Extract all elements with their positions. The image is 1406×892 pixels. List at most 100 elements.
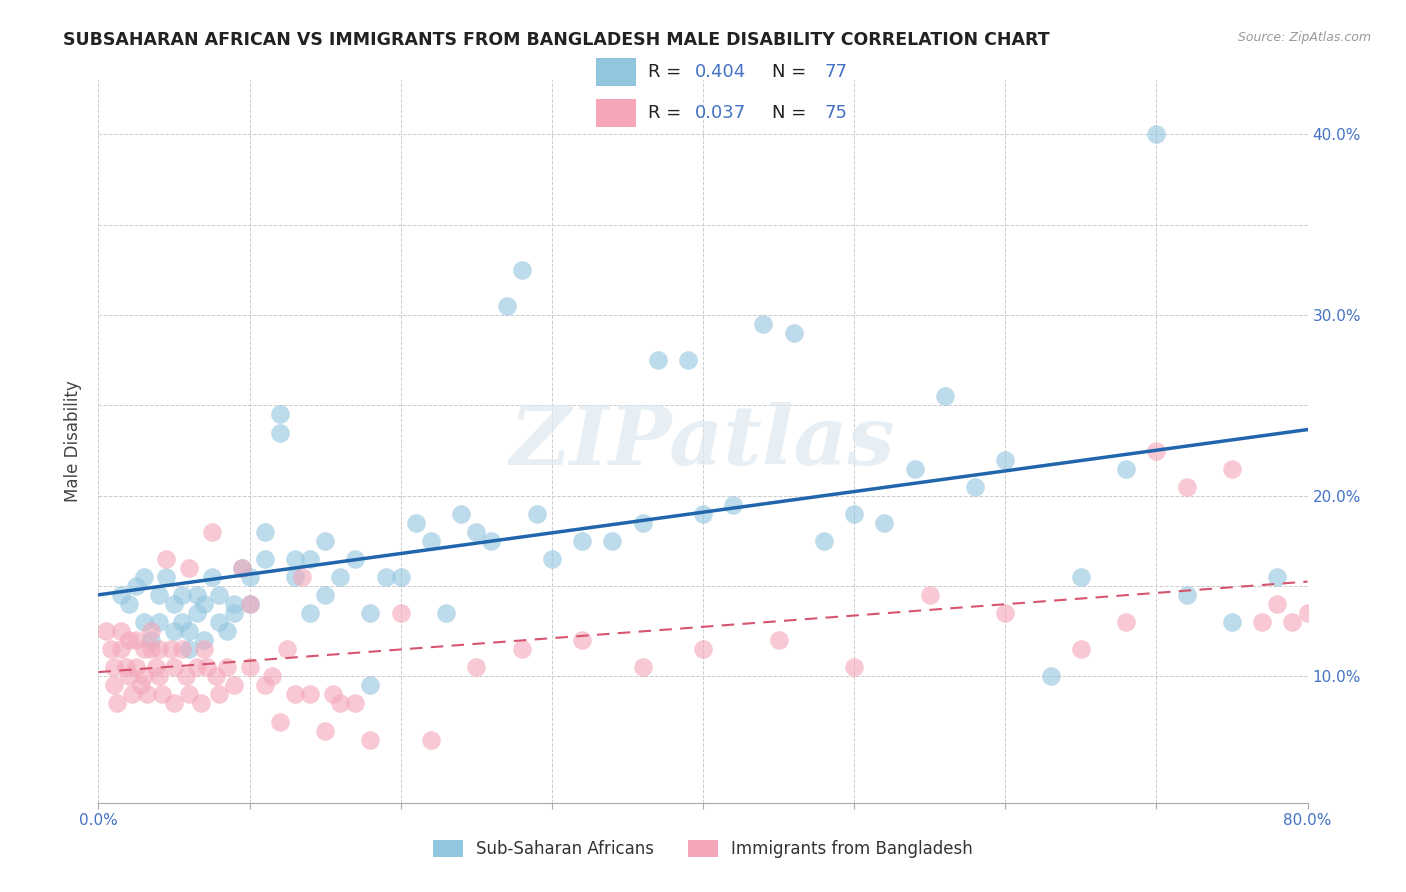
Point: [965, 480, 987, 494]
Point: [450, 507, 472, 521]
Point: [360, 678, 382, 692]
Point: [215, 660, 238, 674]
Point: [465, 524, 488, 539]
Point: [723, 498, 745, 512]
Point: [148, 669, 170, 683]
Point: [1144, 128, 1167, 142]
Point: [1220, 461, 1243, 475]
Point: [179, 561, 201, 575]
Point: [291, 570, 314, 584]
Point: [1070, 642, 1092, 657]
Point: [150, 687, 173, 701]
Point: [934, 389, 956, 403]
Point: [314, 588, 336, 602]
Point: [1115, 615, 1137, 630]
Point: [269, 714, 291, 729]
Point: [103, 660, 125, 674]
Point: [269, 408, 291, 422]
Point: [284, 570, 307, 584]
Point: [374, 570, 396, 584]
Point: [571, 533, 593, 548]
Text: 77: 77: [825, 62, 848, 81]
Point: [118, 669, 141, 683]
Point: [94, 624, 117, 639]
Point: [526, 507, 548, 521]
Point: [125, 579, 148, 593]
Point: [141, 633, 163, 648]
Point: [155, 570, 177, 584]
Point: [420, 533, 443, 548]
Point: [344, 552, 367, 566]
Point: [813, 533, 835, 548]
Point: [148, 588, 170, 602]
Point: [994, 452, 1017, 467]
Point: [208, 615, 231, 630]
Legend: Sub-Saharan Africans, Immigrants from Bangladesh: Sub-Saharan Africans, Immigrants from Ba…: [425, 832, 981, 867]
Point: [360, 606, 382, 620]
FancyBboxPatch shape: [596, 99, 636, 127]
Point: [276, 642, 298, 657]
Point: [299, 687, 322, 701]
Point: [132, 642, 155, 657]
Point: [481, 533, 503, 548]
Point: [540, 552, 562, 566]
Point: [360, 732, 382, 747]
Text: ZIPatlas: ZIPatlas: [510, 401, 896, 482]
Point: [239, 597, 262, 611]
Point: [420, 732, 443, 747]
Point: [125, 660, 148, 674]
Point: [299, 552, 322, 566]
Point: [284, 552, 307, 566]
Point: [1175, 480, 1198, 494]
Point: [121, 687, 143, 701]
Point: [692, 642, 714, 657]
Point: [299, 606, 322, 620]
Point: [132, 615, 155, 630]
Point: [253, 524, 276, 539]
Point: [201, 524, 224, 539]
Point: [253, 552, 276, 566]
Point: [163, 597, 186, 611]
Point: [208, 588, 231, 602]
Point: [389, 606, 412, 620]
Point: [132, 669, 155, 683]
Point: [148, 642, 170, 657]
Point: [132, 570, 155, 584]
Point: [752, 317, 775, 331]
Y-axis label: Male Disability: Male Disability: [65, 381, 83, 502]
Point: [994, 606, 1017, 620]
Point: [163, 660, 186, 674]
Point: [118, 633, 141, 648]
Point: [215, 624, 238, 639]
Point: [269, 425, 291, 440]
Point: [208, 687, 231, 701]
Point: [141, 642, 163, 657]
Point: [179, 624, 201, 639]
Text: 0.404: 0.404: [695, 62, 747, 81]
Text: R =: R =: [648, 62, 688, 81]
Point: [179, 687, 201, 701]
Point: [510, 642, 533, 657]
Point: [193, 597, 215, 611]
Point: [145, 660, 167, 674]
Point: [190, 697, 212, 711]
Point: [631, 516, 654, 530]
Point: [1175, 588, 1198, 602]
Point: [1267, 597, 1289, 611]
Point: [904, 461, 927, 475]
Point: [170, 615, 193, 630]
Point: [193, 642, 215, 657]
Point: [314, 533, 336, 548]
Point: [495, 299, 517, 313]
Point: [174, 669, 197, 683]
Point: [100, 642, 122, 657]
Point: [1267, 570, 1289, 584]
Point: [110, 588, 132, 602]
Text: 0.037: 0.037: [695, 104, 747, 122]
Point: [148, 615, 170, 630]
Text: N =: N =: [772, 62, 813, 81]
Point: [329, 570, 352, 584]
Point: [1144, 443, 1167, 458]
Point: [170, 642, 193, 657]
Point: [647, 353, 669, 368]
